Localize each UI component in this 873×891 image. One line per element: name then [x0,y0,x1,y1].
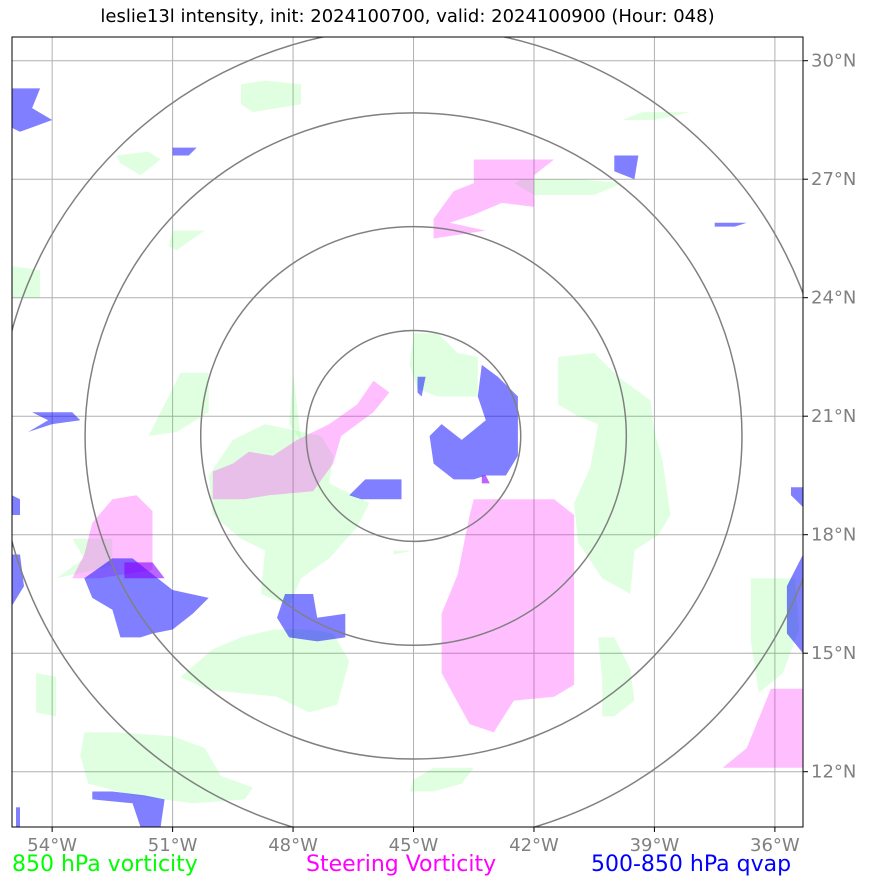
qvap-steering-overlap [481,475,490,484]
qvap-contour [791,487,803,508]
legend-850-vorticity: 850 hPa vorticity [12,852,198,877]
x-tick-label: 45°W [389,835,439,856]
legend-qvap: 500-850 hPa qvap [591,852,792,877]
vorticity-850-contour [622,112,691,120]
vorticity-850-contour [208,424,370,606]
range-ring [305,329,522,543]
vorticity-850-contour [168,230,205,251]
qvap-contour [417,376,426,397]
x-tick-label: 51°W [148,835,198,856]
chart-title: leslie13l intensity, init: 2024100700, v… [100,6,715,27]
qvap-contour [84,558,209,638]
vorticity-850-contour [116,151,161,176]
qvap-contour [172,147,197,156]
x-tick-label: 36°W [750,835,800,856]
range-ring [84,112,743,760]
steering-vorticity-contour [72,495,153,579]
y-tick-label: 18°N [811,525,856,546]
map-frame [11,36,804,828]
vorticity-850-contour [409,767,474,792]
steering-vorticity-contour [433,159,555,239]
qvap-contour [16,807,20,827]
vorticity-850-contour [513,179,623,195]
y-tick-label: 24°N [811,288,856,309]
vorticity-850-field [12,80,799,804]
vorticity-850-contour [36,673,57,717]
qvap-contour [614,155,639,180]
vorticity-850-contour [289,372,302,440]
x-tick-label: 48°W [268,835,318,856]
vorticity-850-contour [80,732,253,804]
y-tick-label: 12°N [811,762,856,783]
grid-lines [12,37,803,827]
vorticity-850-contour [409,333,478,397]
vorticity-850-contour [558,353,671,594]
y-tick-label: 15°N [811,643,856,664]
steering-vorticity-field [72,159,803,768]
qvap-contour [429,364,518,480]
y-axis-ticks: 30°N 27°N 24°N 21°N 18°N 15°N 12°N [803,51,856,783]
steering-vorticity-contour [722,688,803,768]
overlap-field [124,475,490,579]
qvap-contour [12,495,20,515]
qvap-contour [349,479,402,500]
x-tick-label: 54°W [27,835,77,856]
vorticity-850-contour [12,266,41,298]
qvap-steering-overlap [124,562,165,579]
vorticity-850-contour [148,372,209,436]
range-rings [12,37,803,827]
vorticity-850-contour [393,550,414,555]
y-tick-label: 27°N [811,169,856,190]
y-tick-label: 21°N [811,406,856,427]
steering-vorticity-contour [212,380,390,500]
y-tick-label: 30°N [811,51,856,72]
qvap-contour [92,791,165,827]
qvap-contour [12,88,53,132]
qvap-contour [28,412,81,432]
x-tick-label: 39°W [630,835,680,856]
qvap-contour [786,554,803,654]
range-ring [12,37,803,827]
range-ring [199,225,628,647]
vorticity-850-contour [598,637,635,717]
vorticity-850-contour [180,629,350,713]
qvap-contour [277,594,346,642]
qvap-field [12,88,803,827]
steering-vorticity-contour [441,499,575,733]
x-axis-ticks: 54°W 51°W 48°W 45°W 42°W 39°W 36°W [27,827,800,856]
vorticity-850-contour [240,80,302,113]
legend-steering-vorticity: Steering Vorticity [306,852,497,877]
x-tick-label: 42°W [509,835,559,856]
qvap-contour [12,554,24,606]
qvap-contour [714,222,747,227]
